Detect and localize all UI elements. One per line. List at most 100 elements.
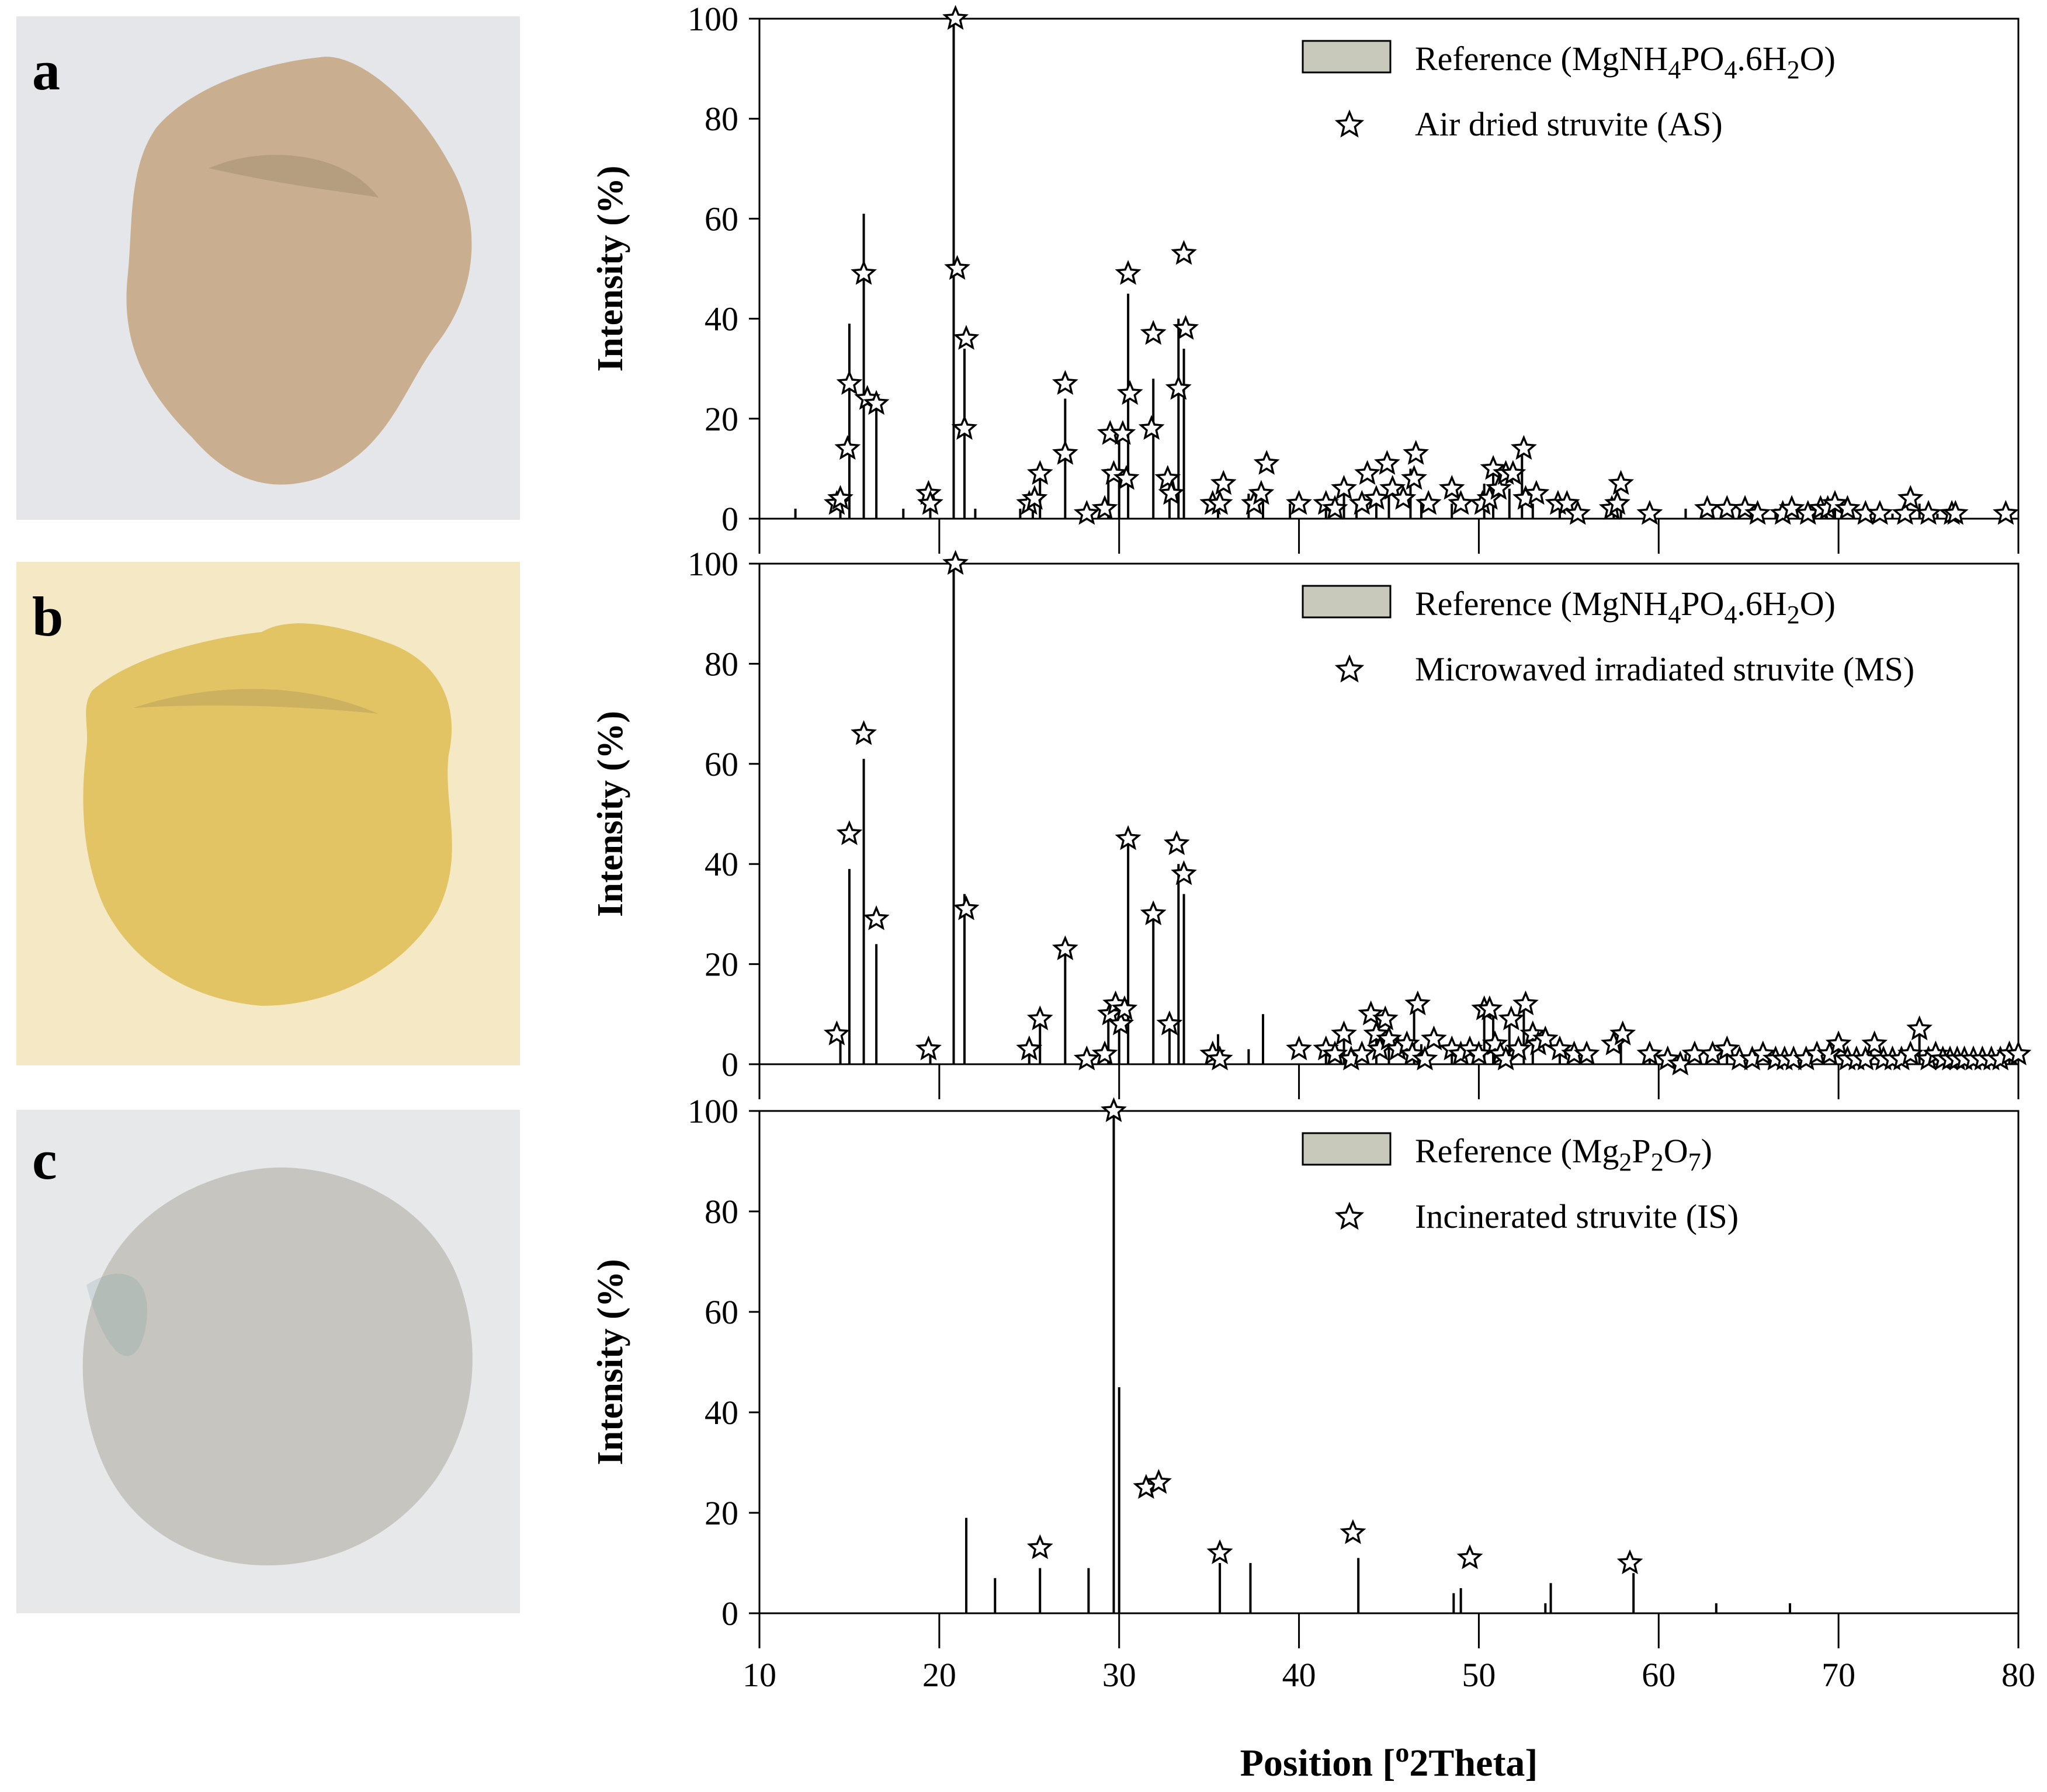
sample-marker xyxy=(1331,475,1357,500)
sample-marker xyxy=(1897,1040,1924,1065)
sample-marker xyxy=(1052,935,1078,961)
legend-sample-marker xyxy=(1334,1201,1365,1230)
sample-marker xyxy=(942,5,969,30)
y-axis-label: Intensity (%) xyxy=(591,1259,630,1465)
sample-marker xyxy=(915,1035,942,1061)
sample-marker xyxy=(1101,1097,1127,1123)
sample-marker xyxy=(1564,499,1591,525)
legend-reference-swatch xyxy=(1302,1132,1392,1166)
y-tick-label: 80 xyxy=(705,1193,738,1231)
sample-marker xyxy=(1744,499,1771,525)
sample-marker xyxy=(1778,495,1805,520)
y-tick-label: 60 xyxy=(705,745,738,783)
sample-marker xyxy=(1379,475,1406,500)
sample-marker xyxy=(851,720,877,745)
sample-marker xyxy=(1331,1020,1357,1046)
sample-marker xyxy=(1825,1030,1852,1055)
sample-marker xyxy=(1111,995,1138,1020)
photo-b xyxy=(16,562,520,1065)
sample-marker xyxy=(1026,460,1053,485)
sample-marker xyxy=(1448,489,1474,515)
sample-marker xyxy=(1172,315,1199,340)
sample-marker xyxy=(1942,499,1969,525)
panel-a: 0 20 40 60 80 100 Intensity (%) Reference (MgNH… xyxy=(591,0,2020,554)
sample-marker xyxy=(1248,480,1275,505)
sample-marker xyxy=(953,325,980,350)
sample-marker xyxy=(2005,1040,2032,1065)
sample-marker xyxy=(1374,450,1400,475)
sample-marker xyxy=(1403,440,1430,465)
legend-reference-swatch xyxy=(1302,585,1392,619)
y-tick-label: 20 xyxy=(705,1494,738,1532)
sample-marker xyxy=(1158,480,1185,505)
x-tick-label: 50 xyxy=(1462,1656,1496,1694)
photo-label-c: c xyxy=(32,1128,57,1191)
powder-photo-b xyxy=(16,562,520,1065)
sample-marker xyxy=(1052,370,1078,395)
y-tick-label: 20 xyxy=(705,946,738,984)
sample-marker xyxy=(1694,495,1720,520)
sample-marker xyxy=(1376,1025,1402,1051)
sample-marker xyxy=(1636,1040,1663,1065)
sample-marker xyxy=(1021,485,1048,510)
sample-marker xyxy=(1286,489,1312,515)
y-tick-label: 80 xyxy=(705,645,738,683)
photo-label-a: a xyxy=(32,39,60,102)
sample-marker xyxy=(1206,1539,1233,1564)
sample-marker xyxy=(1016,1035,1043,1061)
x-tick-label: 30 xyxy=(1102,1656,1136,1694)
sample-marker xyxy=(834,435,861,460)
sample-marker xyxy=(1363,485,1390,510)
sample-marker xyxy=(1906,1015,1933,1041)
x-tick-label: 70 xyxy=(1822,1656,1855,1694)
legend-sample-marker xyxy=(1334,654,1365,683)
sample-marker xyxy=(823,1020,850,1046)
sample-marker xyxy=(1253,450,1280,475)
sample-marker xyxy=(942,550,969,575)
x-tick-label: 80 xyxy=(2001,1656,2035,1694)
panel-b: 0 20 40 60 80 100 Intensity (%) Reference (MgNH… xyxy=(591,545,2032,1099)
sample-marker xyxy=(1498,1005,1525,1030)
y-tick-label: 80 xyxy=(705,100,738,138)
sample-marker xyxy=(1073,499,1100,525)
y-tick-label: 0 xyxy=(721,1595,738,1633)
sample-marker xyxy=(1116,380,1143,405)
powder-photo-c xyxy=(16,1110,520,1613)
sample-marker xyxy=(1421,1025,1447,1051)
sample-marker xyxy=(1156,1010,1183,1036)
sample-marker xyxy=(1546,1035,1573,1061)
sample-marker xyxy=(836,820,863,845)
sample-marker xyxy=(1485,475,1512,500)
sample-marker xyxy=(1210,470,1237,495)
sample-marker xyxy=(863,905,890,930)
sample-marker xyxy=(1476,995,1503,1020)
y-axis-label: Intensity (%) xyxy=(591,711,630,917)
sample-marker xyxy=(863,390,890,415)
x-tick-label: 10 xyxy=(743,1656,776,1694)
sample-marker xyxy=(1404,990,1431,1016)
sample-marker xyxy=(851,260,877,285)
y-tick-label: 100 xyxy=(688,0,738,38)
sample-marker xyxy=(1146,1468,1172,1494)
sample-marker xyxy=(1109,419,1136,445)
sample-marker xyxy=(1500,460,1526,485)
y-tick-label: 0 xyxy=(721,500,738,538)
legend-reference-label: Reference (MgNH4PO4.6H2O) xyxy=(1415,585,1836,629)
legend-reference-label: Reference (Mg2P2O7) xyxy=(1415,1132,1712,1176)
sample-marker xyxy=(1140,319,1167,345)
sample-marker xyxy=(1321,1040,1348,1065)
sample-marker xyxy=(1608,470,1635,495)
sample-marker xyxy=(917,489,943,515)
sample-marker xyxy=(1609,1020,1636,1046)
sample-marker xyxy=(1892,499,1918,525)
photo-c xyxy=(16,1110,520,1613)
x-axis-label: Position [o2Theta] xyxy=(1240,1737,1538,1784)
sample-marker xyxy=(1154,464,1181,490)
sample-marker xyxy=(1206,489,1233,515)
sample-marker xyxy=(1165,374,1192,400)
sample-marker xyxy=(1713,1035,1740,1061)
sample-marker xyxy=(1113,464,1140,490)
sample-marker xyxy=(1026,1005,1053,1030)
sample-marker xyxy=(1052,440,1078,465)
